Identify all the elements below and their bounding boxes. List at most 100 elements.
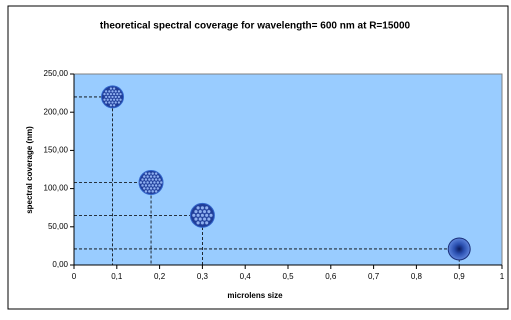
marker-cell	[198, 210, 202, 214]
marker-cell	[145, 190, 148, 193]
y-tick-label: 0,00	[52, 260, 68, 269]
marker-cell	[207, 217, 211, 221]
marker-cell	[153, 181, 156, 184]
marker-cell	[119, 93, 122, 96]
marker-cell	[155, 178, 158, 181]
plot-background	[74, 74, 502, 265]
marker-cell	[150, 187, 153, 190]
chart: theoretical spectral coverage for wavele…	[0, 0, 511, 315]
marker-cell	[150, 181, 153, 184]
marker-cell	[196, 221, 200, 225]
marker-cell	[110, 93, 113, 96]
marker-cell	[145, 178, 148, 181]
marker-cell	[139, 181, 142, 184]
marker-cell	[148, 190, 151, 193]
marker-cell	[143, 181, 146, 184]
marker-cell	[156, 187, 159, 190]
marker-cell	[158, 184, 161, 187]
x-tick-label: 0,8	[411, 272, 423, 281]
x-tick-label: 0,3	[197, 272, 209, 281]
marker-cell	[110, 87, 113, 90]
marker-cell	[192, 214, 196, 218]
marker-cell	[116, 93, 119, 96]
marker-cell	[110, 104, 113, 107]
marker-cell	[201, 206, 205, 210]
marker-cell	[160, 181, 163, 184]
marker-cell	[198, 217, 202, 221]
chart-title: theoretical spectral coverage for wavele…	[100, 21, 411, 32]
marker-cell	[141, 178, 144, 181]
marker-cell	[113, 93, 116, 96]
marker-cell	[106, 93, 109, 96]
marker-cell	[205, 206, 209, 210]
marker-cell	[151, 190, 154, 193]
marker	[139, 170, 163, 194]
marker-cell	[153, 187, 156, 190]
marker-cell	[108, 101, 111, 104]
marker-cell	[203, 210, 207, 214]
marker-cell	[156, 175, 159, 178]
x-tick-label: 0,4	[240, 272, 252, 281]
marker-cell	[114, 90, 117, 93]
marker-cell	[113, 87, 116, 90]
marker-cell	[205, 221, 209, 225]
x-tick-label: 0,9	[454, 272, 466, 281]
marker-cell	[118, 96, 121, 99]
marker-cell	[146, 181, 149, 184]
y-tick-label: 250,00	[44, 69, 69, 78]
marker-cell	[143, 175, 146, 178]
marker-cell	[116, 98, 119, 101]
marker-cell	[153, 175, 156, 178]
marker-cell	[148, 178, 151, 181]
marker-cell	[143, 187, 146, 190]
marker-cell	[118, 90, 121, 93]
marker-cell	[111, 101, 114, 104]
marker-cell	[105, 96, 108, 99]
marker-cell	[155, 190, 158, 193]
marker-cell	[205, 214, 209, 218]
x-tick-label: 1	[500, 272, 505, 281]
marker-cell	[118, 101, 121, 104]
marker	[448, 238, 470, 260]
marker	[190, 203, 214, 227]
x-tick-label: 0,6	[325, 272, 337, 281]
marker-cell	[203, 217, 207, 221]
marker-cell	[151, 184, 154, 187]
marker-body	[448, 238, 470, 260]
marker-cell	[111, 96, 114, 99]
marker-cell	[209, 214, 213, 218]
marker-cell	[201, 214, 205, 218]
marker-cell	[114, 96, 117, 99]
marker-cell	[113, 104, 116, 107]
y-tick-label: 150,00	[44, 146, 69, 155]
marker-cell	[106, 98, 109, 101]
marker-cell	[156, 181, 159, 184]
marker-cell	[158, 178, 161, 181]
marker-cell	[146, 175, 149, 178]
marker-cell	[111, 90, 114, 93]
marker-cell	[201, 221, 205, 225]
marker-cell	[113, 98, 116, 101]
y-tick-label: 100,00	[44, 184, 69, 193]
marker-cell	[196, 206, 200, 210]
y-tick-label: 200,00	[44, 107, 69, 116]
marker-cell	[103, 93, 106, 96]
marker-cell	[105, 90, 108, 93]
marker-cell	[148, 184, 151, 187]
marker-cell	[119, 98, 122, 101]
marker-cell	[105, 101, 108, 104]
marker-cell	[150, 175, 153, 178]
marker-cell	[146, 187, 149, 190]
marker-cell	[141, 184, 144, 187]
x-tick-label: 0,5	[282, 272, 294, 281]
marker-cell	[110, 98, 113, 101]
x-tick-label: 0	[72, 272, 77, 281]
y-axis-label: spectral coverage (nm)	[25, 126, 34, 214]
marker-cell	[108, 96, 111, 99]
x-tick-label: 0,7	[368, 272, 380, 281]
marker-cell	[151, 172, 154, 175]
marker-cell	[207, 210, 211, 214]
x-tick-label: 0,2	[154, 272, 166, 281]
marker-cell	[155, 172, 158, 175]
